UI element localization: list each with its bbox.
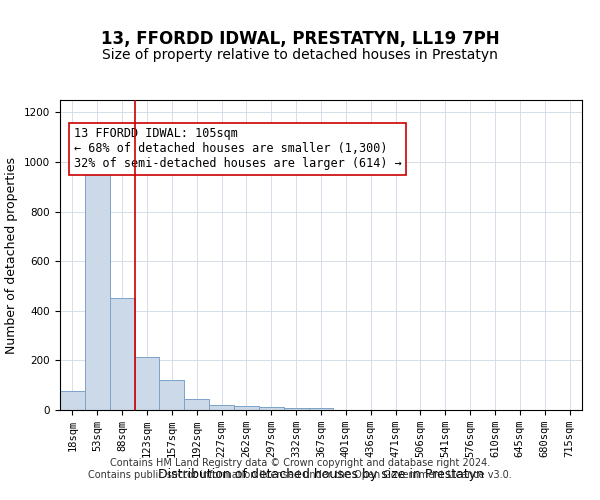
Bar	[134, 356, 160, 410]
Bar	[110, 298, 134, 410]
Text: 13, FFORDD IDWAL, PRESTATYN, LL19 7PH: 13, FFORDD IDWAL, PRESTATYN, LL19 7PH	[101, 30, 499, 48]
X-axis label: Distribution of detached houses by size in Prestatyn: Distribution of detached houses by size …	[158, 468, 484, 481]
Bar	[160, 380, 184, 410]
Bar	[60, 392, 85, 410]
Bar	[308, 408, 334, 410]
Bar	[184, 399, 209, 410]
Bar	[284, 408, 308, 410]
Bar	[209, 404, 234, 410]
Y-axis label: Number of detached properties: Number of detached properties	[5, 156, 19, 354]
Bar	[85, 170, 110, 410]
Text: 13 FFORDD IDWAL: 105sqm
← 68% of detached houses are smaller (1,300)
32% of semi: 13 FFORDD IDWAL: 105sqm ← 68% of detache…	[74, 128, 401, 170]
Bar	[259, 406, 284, 410]
Text: Size of property relative to detached houses in Prestatyn: Size of property relative to detached ho…	[102, 48, 498, 62]
Bar	[234, 406, 259, 410]
Text: Contains HM Land Registry data © Crown copyright and database right 2024.
Contai: Contains HM Land Registry data © Crown c…	[88, 458, 512, 480]
